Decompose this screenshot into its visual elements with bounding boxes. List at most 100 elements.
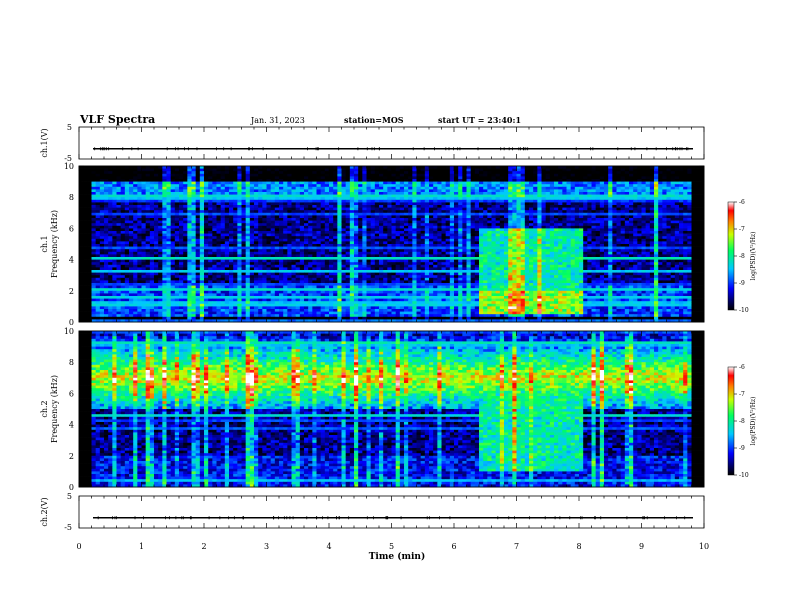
spectrogram-cell — [374, 179, 380, 182]
spectrogram-cell — [87, 233, 92, 237]
spectrogram-cell — [129, 241, 134, 245]
spectrogram-cell — [312, 225, 317, 229]
spectrogram-cell — [83, 210, 88, 214]
spectrogram-cell — [104, 179, 109, 182]
spectrogram-cell — [141, 179, 147, 182]
spectrogram-cell — [233, 228, 238, 232]
spectrogram-cell — [695, 168, 701, 172]
spectrogram-cell — [108, 176, 113, 180]
spectrogram-cell — [179, 181, 184, 185]
spectrogram-cell — [199, 231, 205, 234]
spectrogram-cell — [333, 246, 338, 250]
spectrogram-cell — [666, 225, 672, 229]
spectrogram-cell — [87, 199, 92, 203]
spectrogram-cell — [299, 241, 305, 245]
spectrogram-cell — [424, 218, 430, 221]
spectrogram-cell — [316, 168, 322, 172]
spectrogram-cell — [112, 186, 117, 190]
spectrogram-cell — [162, 197, 167, 201]
spectrogram-cell — [208, 225, 213, 229]
spectrogram-cell — [404, 215, 409, 219]
spectrogram-cell — [124, 205, 130, 208]
spectrogram-cell — [366, 199, 372, 203]
spectrogram-cell — [554, 210, 559, 214]
spectrogram-cell — [549, 233, 555, 237]
spectrogram-cell — [129, 231, 134, 234]
spectrogram-cell — [495, 202, 501, 206]
spectrogram-cell — [179, 176, 184, 180]
spectrogram-cell — [387, 166, 392, 169]
spectrogram-cell — [633, 241, 638, 245]
spectrogram-cell — [299, 192, 305, 195]
spectrogram-cell — [287, 181, 292, 185]
spectrogram-cell — [495, 225, 501, 229]
spectrogram-cell — [620, 202, 626, 206]
spectrogram-cell — [691, 223, 697, 227]
spectrogram-cell — [104, 205, 109, 208]
spectrogram-cell — [649, 233, 655, 237]
spectrogram-cell — [437, 223, 442, 227]
spectrogram-cell — [370, 218, 376, 221]
spectrogram-cell — [199, 225, 205, 229]
spectrogram-cell — [324, 246, 330, 250]
spectrogram-cell — [324, 244, 330, 247]
spectrogram-cell — [570, 173, 576, 177]
spectrogram-cell — [416, 210, 422, 214]
spectrogram-cell — [533, 246, 538, 250]
spectrogram-cell — [449, 220, 455, 224]
spectrogram-cell — [129, 168, 134, 172]
spectrogram-cell — [495, 189, 501, 193]
spectrogram-cell — [641, 220, 647, 224]
spectrogram-cell — [99, 238, 105, 242]
spectrogram-cell — [341, 231, 347, 234]
spectrogram-cell — [487, 246, 492, 250]
spectrogram-cell — [337, 238, 342, 242]
spectrogram-cell — [549, 244, 555, 247]
spectrogram-cell — [695, 228, 701, 232]
spectrogram-cell — [158, 205, 163, 208]
spectrogram-cell — [283, 218, 288, 221]
spectrogram-cell — [224, 231, 230, 234]
spectrogram-cell — [620, 210, 626, 214]
spectrogram-cell — [633, 173, 638, 177]
spectrogram-cell — [545, 166, 551, 169]
spectrogram-cell — [508, 181, 513, 185]
spectrogram-cell — [120, 194, 126, 198]
spectrogram-cell — [383, 189, 388, 193]
spectrogram-cell — [345, 207, 351, 211]
spectrogram-cell — [687, 189, 692, 193]
spectrogram-cell — [520, 212, 526, 216]
spectrogram-cell — [104, 215, 109, 219]
spectrogram-cell — [208, 202, 213, 206]
spectrogram-cell — [316, 189, 322, 193]
spectrogram-cell — [249, 215, 255, 219]
spectrogram-cell — [620, 199, 626, 203]
spectrogram-cell — [683, 207, 688, 211]
spectrogram-cell — [458, 215, 463, 219]
ch1-voltage-ytick-bottom: -5 — [64, 154, 72, 163]
spectrogram-cell — [233, 199, 238, 203]
spectrogram-cell — [266, 171, 272, 175]
spectrogram-cell — [508, 207, 513, 211]
spectrogram-cell — [124, 202, 130, 206]
spectrogram-cell — [287, 244, 292, 247]
spectrogram-cell — [204, 166, 209, 169]
spectrogram-cell — [691, 194, 697, 198]
spectrogram-cell — [412, 181, 417, 185]
spectrogram-cell — [320, 220, 326, 224]
spectrogram-cell — [104, 166, 109, 169]
spectrogram-cell — [212, 241, 217, 245]
spectrogram-cell — [370, 171, 376, 175]
spectrogram-cell — [683, 197, 688, 201]
spectrogram-cell — [308, 168, 313, 172]
spectrogram-cell — [304, 246, 309, 250]
spectrogram-cell — [237, 202, 242, 206]
spectrogram-cell — [512, 168, 517, 172]
spectrogram-cell — [254, 168, 259, 172]
spectrogram-cell — [404, 202, 409, 206]
spectrogram-cell — [320, 218, 326, 221]
spectrogram-cell — [587, 233, 592, 237]
spectrogram-cell — [229, 212, 234, 216]
spectrogram-cell — [454, 179, 459, 182]
spectrogram-cell — [445, 192, 451, 195]
